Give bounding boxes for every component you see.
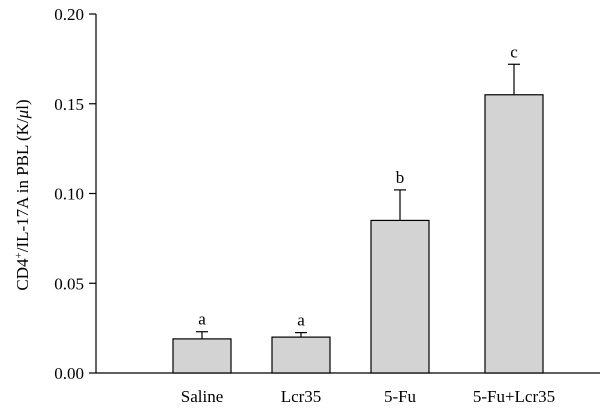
y-axis: 0.00 0.05 0.10 0.15 0.20	[54, 5, 97, 383]
x-tick-label: Saline	[181, 387, 224, 406]
bar	[271, 336, 331, 374]
x-tick-label: 5-Fu	[384, 387, 417, 406]
significance-label: a	[198, 310, 206, 329]
y-tick-label: 0.00	[54, 364, 84, 383]
y-axis-label-mu: μ	[13, 110, 32, 120]
x-tick-label: Lcr35	[281, 387, 322, 406]
x-tick-label: 5-Fu+Lcr35	[473, 387, 555, 406]
significance-label: a	[297, 311, 305, 330]
significance-label: b	[396, 168, 405, 187]
bar	[484, 94, 544, 374]
bars: a a b c	[172, 42, 544, 374]
y-axis-label-pre: CD4	[13, 258, 32, 291]
y-axis-label-sup: +	[13, 252, 25, 258]
y-tick-label: 0.15	[54, 95, 84, 114]
bar	[172, 338, 232, 374]
bar	[370, 219, 430, 374]
y-axis-label: CD4+/IL-17A in PBL (K/μl)	[13, 99, 32, 290]
y-axis-label-post: l)	[13, 99, 32, 109]
y-tick-label: 0.10	[54, 185, 84, 204]
y-tick-label: 0.05	[54, 274, 84, 293]
y-axis-label-mid: /IL-17A in PBL (K/	[13, 118, 32, 252]
y-tick-label: 0.20	[54, 5, 84, 24]
x-axis: Saline Lcr35 5-Fu 5-Fu+Lcr35	[96, 372, 600, 406]
significance-label: c	[510, 42, 518, 61]
